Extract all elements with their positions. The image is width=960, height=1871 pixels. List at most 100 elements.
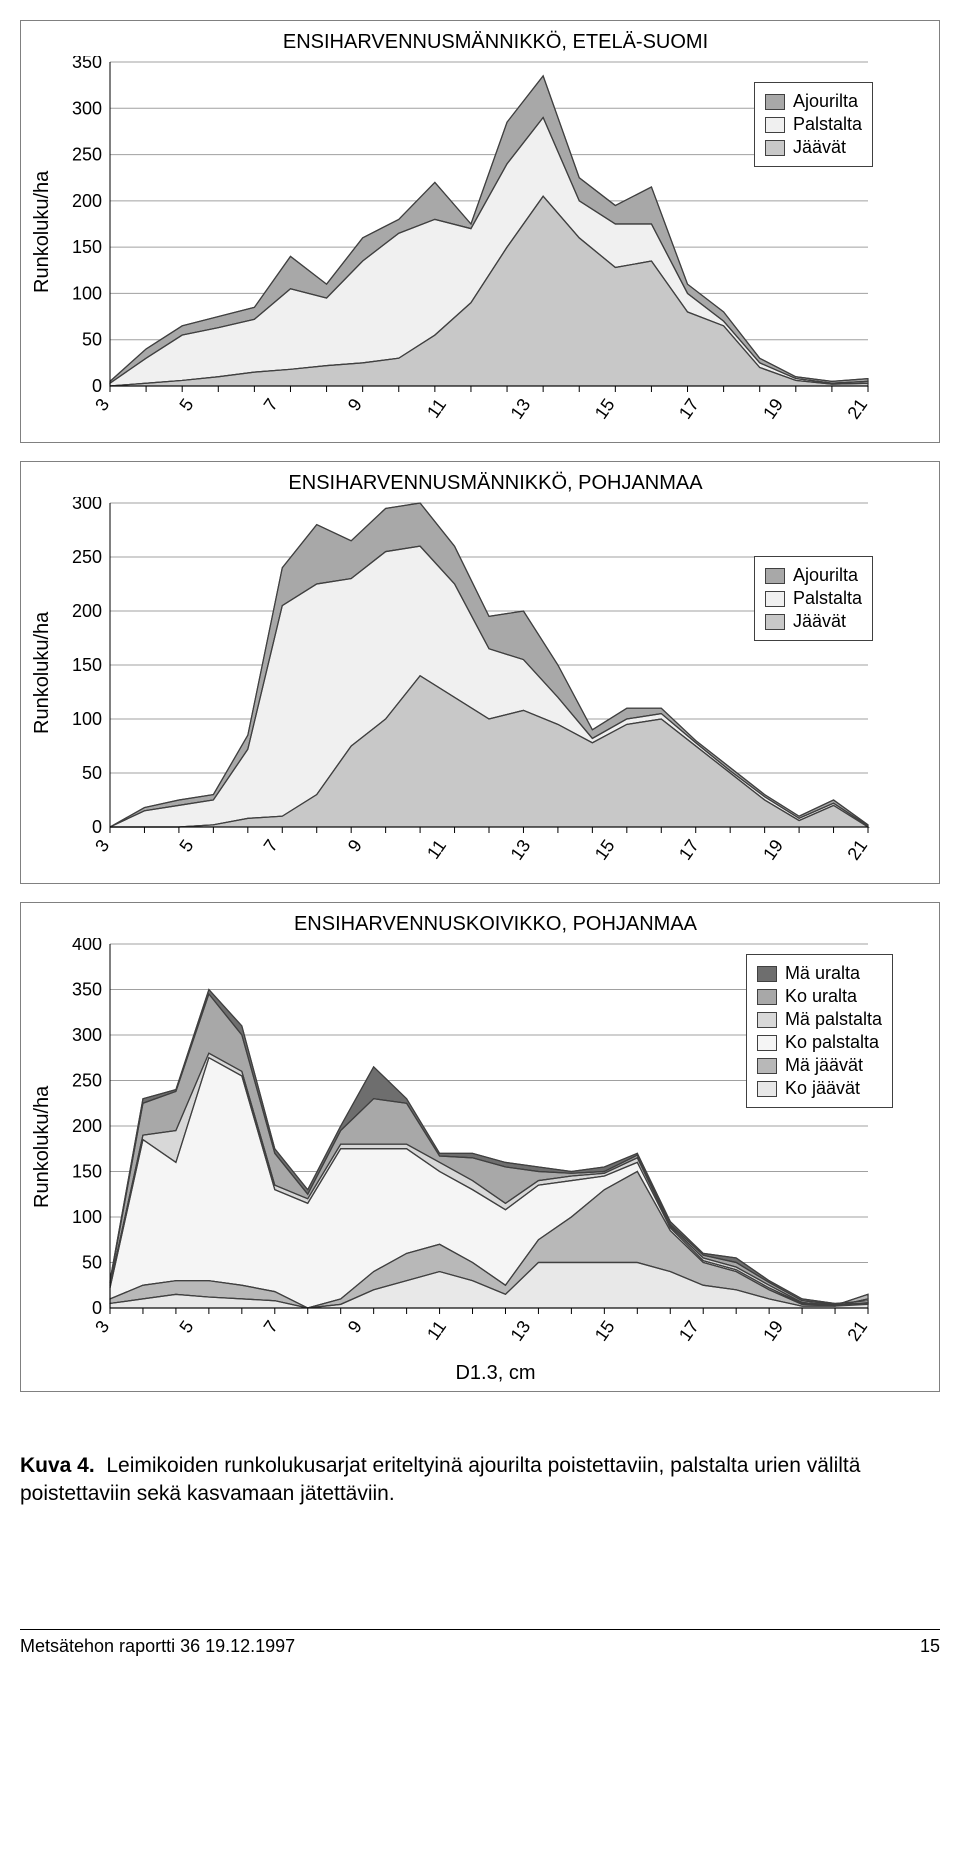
svg-text:250: 250	[72, 1071, 102, 1091]
svg-text:100: 100	[72, 709, 102, 729]
caption-text: Leimikoiden runkolukusarjat eriteltyinä …	[20, 1454, 860, 1505]
svg-text:5: 5	[175, 1317, 197, 1337]
legend-label: Mä uralta	[785, 963, 860, 984]
svg-text:11: 11	[423, 395, 450, 422]
svg-text:19: 19	[759, 1317, 787, 1345]
svg-text:0: 0	[92, 376, 102, 396]
legend-item: Ko palstalta	[757, 1032, 882, 1053]
legend-label: Jäävät	[793, 611, 846, 632]
svg-text:13: 13	[507, 1317, 535, 1345]
legend: AjouriltaPalstaltaJäävät	[754, 556, 873, 641]
svg-text:9: 9	[344, 836, 366, 856]
legend-item: Palstalta	[765, 588, 862, 609]
svg-text:3: 3	[91, 836, 113, 856]
legend-label: Ajourilta	[793, 565, 858, 586]
legend-label: Jäävät	[793, 137, 846, 158]
legend-label: Palstalta	[793, 114, 862, 135]
legend: AjouriltaPalstaltaJäävät	[754, 82, 873, 167]
chart-title: ENSIHARVENNUSMÄNNIKKÖ, ETELÄ-SUOMI	[58, 31, 933, 54]
x-axis-label: D1.3, cm	[58, 1362, 933, 1385]
legend-label: Ko palstalta	[785, 1032, 879, 1053]
svg-text:250: 250	[72, 145, 102, 165]
svg-text:300: 300	[72, 1025, 102, 1045]
legend-swatch	[757, 1035, 777, 1051]
svg-text:7: 7	[260, 836, 282, 856]
legend-item: Ko jäävät	[757, 1078, 882, 1099]
svg-text:19: 19	[759, 836, 787, 864]
legend-swatch	[765, 591, 785, 607]
svg-text:200: 200	[72, 191, 102, 211]
legend-label: Mä palstalta	[785, 1009, 882, 1030]
legend-swatch	[757, 1058, 777, 1074]
legend-item: Ajourilta	[765, 565, 862, 586]
legend-label: Mä jäävät	[785, 1055, 863, 1076]
svg-text:50: 50	[82, 763, 102, 783]
svg-text:7: 7	[260, 1317, 282, 1337]
svg-text:5: 5	[175, 836, 197, 856]
legend-swatch	[757, 966, 777, 982]
footer-left: Metsätehon raportti 36 19.12.1997	[20, 1636, 295, 1657]
svg-text:50: 50	[82, 1253, 102, 1273]
legend-swatch	[757, 1012, 777, 1028]
chart-title: ENSIHARVENNUSMÄNNIKKÖ, POHJANMAA	[58, 472, 933, 495]
chart-panel: Runkoluku/haENSIHARVENNUSKOIVIKKO, POHJA…	[20, 902, 940, 1392]
svg-text:7: 7	[260, 395, 282, 415]
chart-svg: 0501001502002503003579111315171921	[58, 497, 878, 877]
figure-caption: Kuva 4. Leimikoiden runkolukusarjat erit…	[20, 1452, 940, 1509]
svg-text:100: 100	[72, 1207, 102, 1227]
legend-swatch	[757, 1081, 777, 1097]
legend-swatch	[765, 568, 785, 584]
svg-text:200: 200	[72, 1116, 102, 1136]
svg-text:150: 150	[72, 655, 102, 675]
svg-text:11: 11	[423, 836, 450, 863]
svg-text:0: 0	[92, 1298, 102, 1318]
y-axis-label: Runkoluku/ha	[27, 909, 58, 1385]
y-axis-label: Runkoluku/ha	[27, 27, 58, 436]
chart-panel: Runkoluku/haENSIHARVENNUSMÄNNIKKÖ, ETELÄ…	[20, 20, 940, 443]
svg-text:17: 17	[675, 395, 703, 423]
y-axis-label: Runkoluku/ha	[27, 468, 58, 877]
legend-label: Ko uralta	[785, 986, 857, 1007]
legend-swatch	[765, 117, 785, 133]
svg-text:17: 17	[675, 1317, 703, 1345]
legend-item: Jäävät	[765, 611, 862, 632]
legend-item: Ajourilta	[765, 91, 862, 112]
chart-title: ENSIHARVENNUSKOIVIKKO, POHJANMAA	[58, 913, 933, 936]
svg-text:400: 400	[72, 938, 102, 954]
svg-text:9: 9	[344, 395, 366, 415]
svg-text:15: 15	[591, 836, 619, 864]
legend-swatch	[757, 989, 777, 1005]
svg-text:150: 150	[72, 237, 102, 257]
legend-item: Mä jäävät	[757, 1055, 882, 1076]
svg-text:21: 21	[843, 836, 871, 864]
svg-text:300: 300	[72, 98, 102, 118]
footer-page-number: 15	[920, 1636, 940, 1657]
svg-text:13: 13	[507, 836, 535, 864]
chart-panel: Runkoluku/haENSIHARVENNUSMÄNNIKKÖ, POHJA…	[20, 461, 940, 884]
svg-text:13: 13	[507, 395, 535, 423]
svg-text:350: 350	[72, 980, 102, 1000]
svg-text:3: 3	[91, 395, 113, 415]
svg-text:3: 3	[91, 1317, 113, 1337]
legend-label: Ko jäävät	[785, 1078, 860, 1099]
svg-text:9: 9	[344, 1317, 366, 1337]
legend-swatch	[765, 94, 785, 110]
svg-text:21: 21	[843, 395, 871, 423]
legend-label: Ajourilta	[793, 91, 858, 112]
svg-text:19: 19	[759, 395, 787, 423]
legend-item: Jäävät	[765, 137, 862, 158]
page-footer: Metsätehon raportti 36 19.12.1997 15	[20, 1629, 940, 1657]
charts-container: Runkoluku/haENSIHARVENNUSMÄNNIKKÖ, ETELÄ…	[20, 20, 940, 1392]
svg-text:17: 17	[675, 836, 703, 864]
svg-text:21: 21	[843, 1317, 871, 1345]
legend-label: Palstalta	[793, 588, 862, 609]
svg-text:100: 100	[72, 283, 102, 303]
legend-item: Mä palstalta	[757, 1009, 882, 1030]
legend-item: Ko uralta	[757, 986, 882, 1007]
legend-item: Palstalta	[765, 114, 862, 135]
legend-swatch	[765, 614, 785, 630]
svg-text:5: 5	[175, 395, 197, 415]
svg-text:15: 15	[591, 1317, 619, 1345]
legend-swatch	[765, 140, 785, 156]
svg-text:50: 50	[82, 330, 102, 350]
